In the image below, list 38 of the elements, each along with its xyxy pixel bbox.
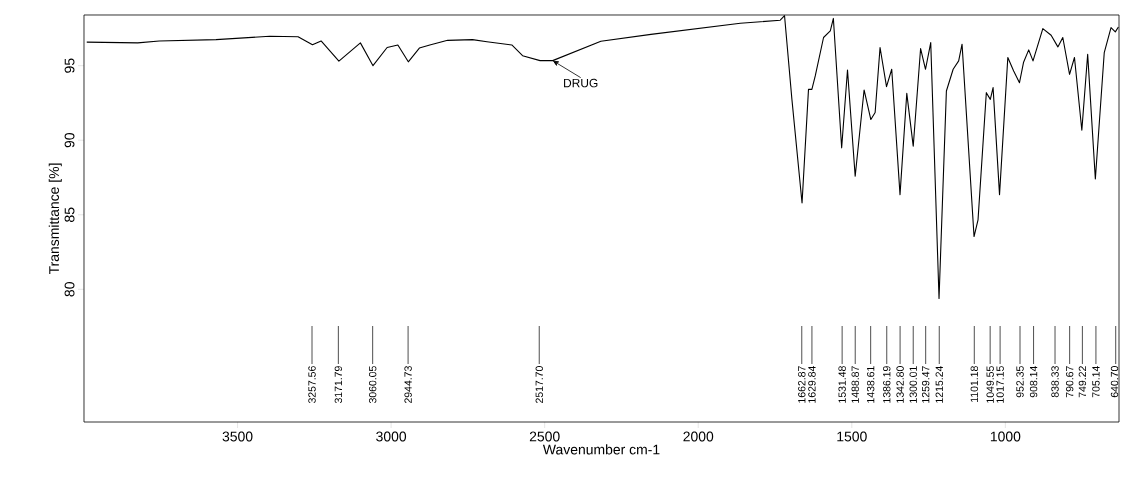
- ref-line-label: 1342.80: [896, 366, 904, 403]
- ref-line-label: 1386.19: [883, 366, 891, 403]
- y-tick-label: 90: [64, 133, 75, 148]
- ref-line-label: 2517.70: [535, 366, 543, 403]
- ref-line-label: 790.67: [1065, 366, 1074, 398]
- ref-line-label: 1438.61: [866, 366, 875, 403]
- ref-line-label: 3171.79: [334, 366, 343, 404]
- ref-line-label: 908.14: [1029, 366, 1038, 398]
- x-tick-label: 2500: [529, 431, 560, 442]
- ref-line-label: 705.14: [1092, 366, 1100, 398]
- ref-line-label: 1300.01: [909, 366, 917, 403]
- ref-line-label: 1488.87: [851, 366, 859, 403]
- ref-line-label: 3257.56: [308, 366, 316, 404]
- ref-line-label: 2944.73: [404, 366, 412, 403]
- x-tick-label: 1500: [837, 431, 867, 442]
- x-tick-label: 3500: [222, 431, 253, 442]
- y-axis-title: Transmittance [%]: [48, 163, 62, 275]
- ref-line-label: 1531.48: [838, 366, 846, 403]
- ref-line-label: 1017.15: [996, 366, 1004, 403]
- x-tick-label: 1000: [990, 431, 1021, 442]
- ref-line-label: 952.35: [1016, 366, 1024, 398]
- annotation: DRUG: [564, 78, 598, 88]
- y-tick-label: 95: [64, 58, 75, 73]
- ref-line-label: 838.33: [1051, 366, 1059, 398]
- ref-line-label: 749.22: [1078, 366, 1087, 398]
- ref-line-label: 1049.55: [986, 366, 994, 403]
- y-tick-label: 80: [64, 282, 75, 297]
- x-tick-label: 2000: [683, 431, 714, 442]
- ref-line-label: 640.70: [1110, 366, 1119, 398]
- ref-line-label: 1629.84: [808, 366, 816, 403]
- ref-line-label: 1662.87: [798, 366, 806, 403]
- ref-line-label: 1259.47: [921, 366, 930, 403]
- y-tick-label: 85: [64, 207, 75, 222]
- ref-line-label: 1101.18: [970, 366, 978, 402]
- x-axis-title: Wavenumber cm-1: [542, 444, 660, 455]
- x-tick-label: 3000: [376, 431, 407, 442]
- ref-line-label: 1215.24: [935, 366, 943, 403]
- ref-line-label: 3060.05: [368, 366, 377, 404]
